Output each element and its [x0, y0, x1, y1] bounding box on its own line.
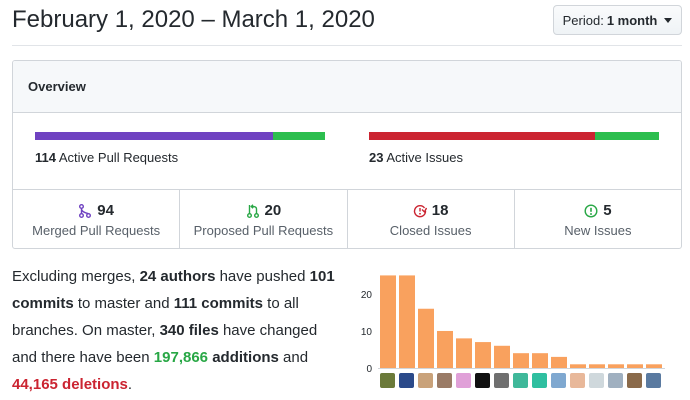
- commit-bar[interactable]: [399, 275, 415, 368]
- author-avatar[interactable]: [513, 373, 528, 388]
- open-pr-icon: [246, 203, 259, 218]
- commit-bar[interactable]: [589, 364, 605, 368]
- stat-count: 5: [603, 202, 612, 219]
- author-avatar[interactable]: [418, 373, 433, 388]
- open-segment: [595, 132, 659, 140]
- commits-by-author-chart: 0 10 20: [361, 275, 665, 375]
- commit-bar[interactable]: [532, 353, 548, 368]
- period-dropdown-button[interactable]: Period: 1 month: [553, 5, 682, 35]
- y-tick-label: 10: [361, 327, 373, 338]
- author-avatar[interactable]: [608, 373, 623, 388]
- commit-bar[interactable]: [494, 345, 510, 368]
- stats-row: 94 Merged Pull Requests 20 Proposed Pull…: [13, 189, 681, 248]
- pull-requests-caption: 114 Active Pull Requests: [35, 150, 178, 165]
- stat-label: Proposed Pull Requests: [193, 223, 334, 238]
- commit-bar[interactable]: [456, 338, 472, 368]
- period-value: 1 month: [606, 12, 658, 28]
- stat-label: Merged Pull Requests: [32, 223, 161, 238]
- merged-pr-icon: [79, 203, 92, 218]
- authors-count: 24 authors: [139, 268, 216, 285]
- summary-text: have pushed: [215, 268, 310, 285]
- stat-merged-pull-requests[interactable]: 94 Merged Pull Requests: [13, 190, 181, 248]
- caret-down-icon: [664, 17, 673, 23]
- summary-text: .: [127, 376, 133, 393]
- commit-bar[interactable]: [646, 364, 662, 368]
- open-segment: [272, 132, 325, 140]
- commit-bar[interactable]: [418, 308, 434, 368]
- additions-label: additions: [208, 349, 279, 366]
- merged-segment: [35, 132, 273, 140]
- commit-bar[interactable]: [551, 356, 567, 368]
- commit-bar[interactable]: [513, 353, 529, 368]
- pull-requests-count: 114: [35, 150, 56, 165]
- issues-count: 23: [369, 150, 384, 165]
- stat-label: Closed Issues: [389, 223, 472, 238]
- stat-count: 94: [97, 202, 114, 219]
- y-tick-label: 0: [366, 364, 372, 375]
- summary-text: to master and: [73, 295, 174, 312]
- overview-header: Overview: [13, 61, 681, 113]
- additions-count: 197,866: [153, 349, 209, 366]
- issues-label: Active Issues: [386, 150, 463, 165]
- deletions-count: 44,165 deletions: [12, 376, 128, 393]
- author-avatar[interactable]: [570, 373, 585, 388]
- summary-text: Excluding merges,: [12, 268, 140, 285]
- stat-label: New Issues: [564, 223, 632, 238]
- author-avatar[interactable]: [646, 373, 661, 388]
- commit-bar[interactable]: [437, 330, 453, 368]
- pull-requests-label: Active Pull Requests: [58, 150, 179, 165]
- stat-new-issues[interactable]: 5 New Issues: [515, 190, 681, 248]
- period-prefix: Period:: [562, 12, 604, 28]
- overview-title: Overview: [28, 79, 86, 94]
- commit-bar[interactable]: [475, 342, 491, 368]
- overview-panel: Overview 114 Active Pull Requests 23 Act…: [12, 60, 682, 249]
- commit-bar[interactable]: [627, 364, 643, 368]
- page-title: February 1, 2020 – March 1, 2020: [12, 6, 375, 33]
- closed-segment: [369, 132, 596, 140]
- closed-issue-icon: [413, 204, 427, 217]
- stat-closed-issues[interactable]: 18 Closed Issues: [348, 190, 515, 248]
- summary-text: have changed and there have been: [12, 322, 318, 366]
- files-changed-count: 340 files: [159, 322, 219, 339]
- stat-count: 18: [431, 202, 449, 219]
- summary-text: to all branches. On master,: [12, 295, 299, 339]
- commit-bar[interactable]: [570, 364, 586, 368]
- commit-bar[interactable]: [608, 364, 624, 368]
- commit-bar[interactable]: [380, 275, 396, 368]
- author-avatar[interactable]: [551, 373, 566, 388]
- author-avatar[interactable]: [494, 373, 509, 388]
- pull-requests-bar[interactable]: [35, 132, 325, 140]
- master-commits-count: 101 commits: [12, 268, 335, 312]
- stat-count: 20: [264, 202, 282, 219]
- author-avatar[interactable]: [532, 373, 547, 388]
- author-avatar[interactable]: [627, 373, 642, 388]
- new-issue-icon: [584, 203, 598, 218]
- author-avatar[interactable]: [589, 373, 604, 388]
- author-avatar[interactable]: [456, 373, 471, 388]
- contribution-summary: Excluding merges, 24 authors have pushed…: [12, 263, 342, 398]
- summary-text: and: [278, 349, 309, 366]
- issues-caption: 23 Active Issues: [369, 150, 463, 165]
- y-tick-label: 20: [361, 290, 373, 301]
- all-commits-count: 111 commits: [173, 295, 263, 312]
- stat-proposed-pull-requests[interactable]: 20 Proposed Pull Requests: [180, 190, 348, 248]
- author-avatar[interactable]: [380, 373, 395, 388]
- issues-bar[interactable]: [369, 132, 659, 140]
- author-avatar[interactable]: [475, 373, 490, 388]
- author-avatar[interactable]: [437, 373, 452, 388]
- author-avatar[interactable]: [399, 373, 414, 388]
- title-divider: [12, 45, 682, 46]
